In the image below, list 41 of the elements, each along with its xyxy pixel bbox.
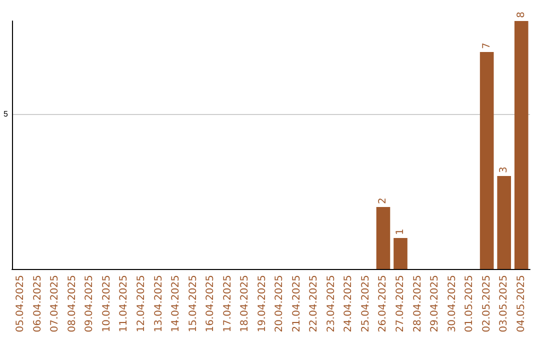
data-label: 7 — [481, 42, 492, 49]
bar — [514, 21, 528, 269]
data-label: 8 — [516, 12, 527, 18]
x-tick-label: 06.04.2025 — [32, 275, 44, 332]
x-tick-label: 19.04.2025 — [256, 275, 268, 332]
data-label: 3 — [498, 166, 510, 173]
x-tick-label: 20.04.2025 — [274, 275, 286, 332]
x-tick-label: 22.04.2025 — [308, 275, 320, 332]
x-tick-label: 17.04.2025 — [222, 275, 234, 332]
bar — [480, 52, 494, 269]
x-tick-label: 05.04.2025 — [15, 275, 26, 332]
x-tick-label: 01.05.2025 — [464, 275, 476, 332]
x-tick-label: 15.04.2025 — [188, 275, 199, 332]
x-tick-label: 18.04.2025 — [240, 275, 251, 332]
x-tick-label: 03.05.2025 — [498, 275, 510, 332]
x-tick-label: 23.04.2025 — [326, 275, 337, 332]
x-tick-label: 16.04.2025 — [205, 275, 216, 332]
x-tick-label: 25.04.2025 — [360, 275, 372, 332]
x-tick-label: 24.04.2025 — [343, 275, 354, 332]
x-tick-label: 04.05.2025 — [516, 275, 527, 332]
x-tick-label: 30.04.2025 — [446, 275, 458, 332]
x-tick-label: 14.04.2025 — [170, 275, 182, 332]
bar — [497, 176, 512, 269]
x-tick-label: 12.04.2025 — [136, 275, 147, 332]
y-tick-label: 5 — [4, 110, 9, 118]
x-tick-label: 07.04.2025 — [50, 275, 61, 332]
bar — [394, 238, 408, 269]
x-tick-label: 13.04.2025 — [153, 275, 164, 332]
x-tick-label: 27.04.2025 — [395, 275, 406, 332]
x-tick-label: 26.04.2025 — [378, 275, 389, 332]
x-tick-label: 10.04.2025 — [101, 275, 112, 332]
data-label: 2 — [378, 198, 389, 204]
x-tick-label: 28.04.2025 — [412, 275, 424, 332]
x-tick-label: 11.04.2025 — [118, 275, 130, 332]
x-tick-label: 02.05.2025 — [481, 275, 492, 332]
bar — [376, 207, 390, 269]
x-tick-label: 08.04.2025 — [66, 275, 78, 332]
data-label: 1 — [395, 228, 406, 235]
x-tick-label: 21.04.2025 — [291, 275, 302, 332]
x-tick-label: 29.04.2025 — [430, 275, 441, 332]
x-tick-label: 09.04.2025 — [84, 275, 96, 332]
